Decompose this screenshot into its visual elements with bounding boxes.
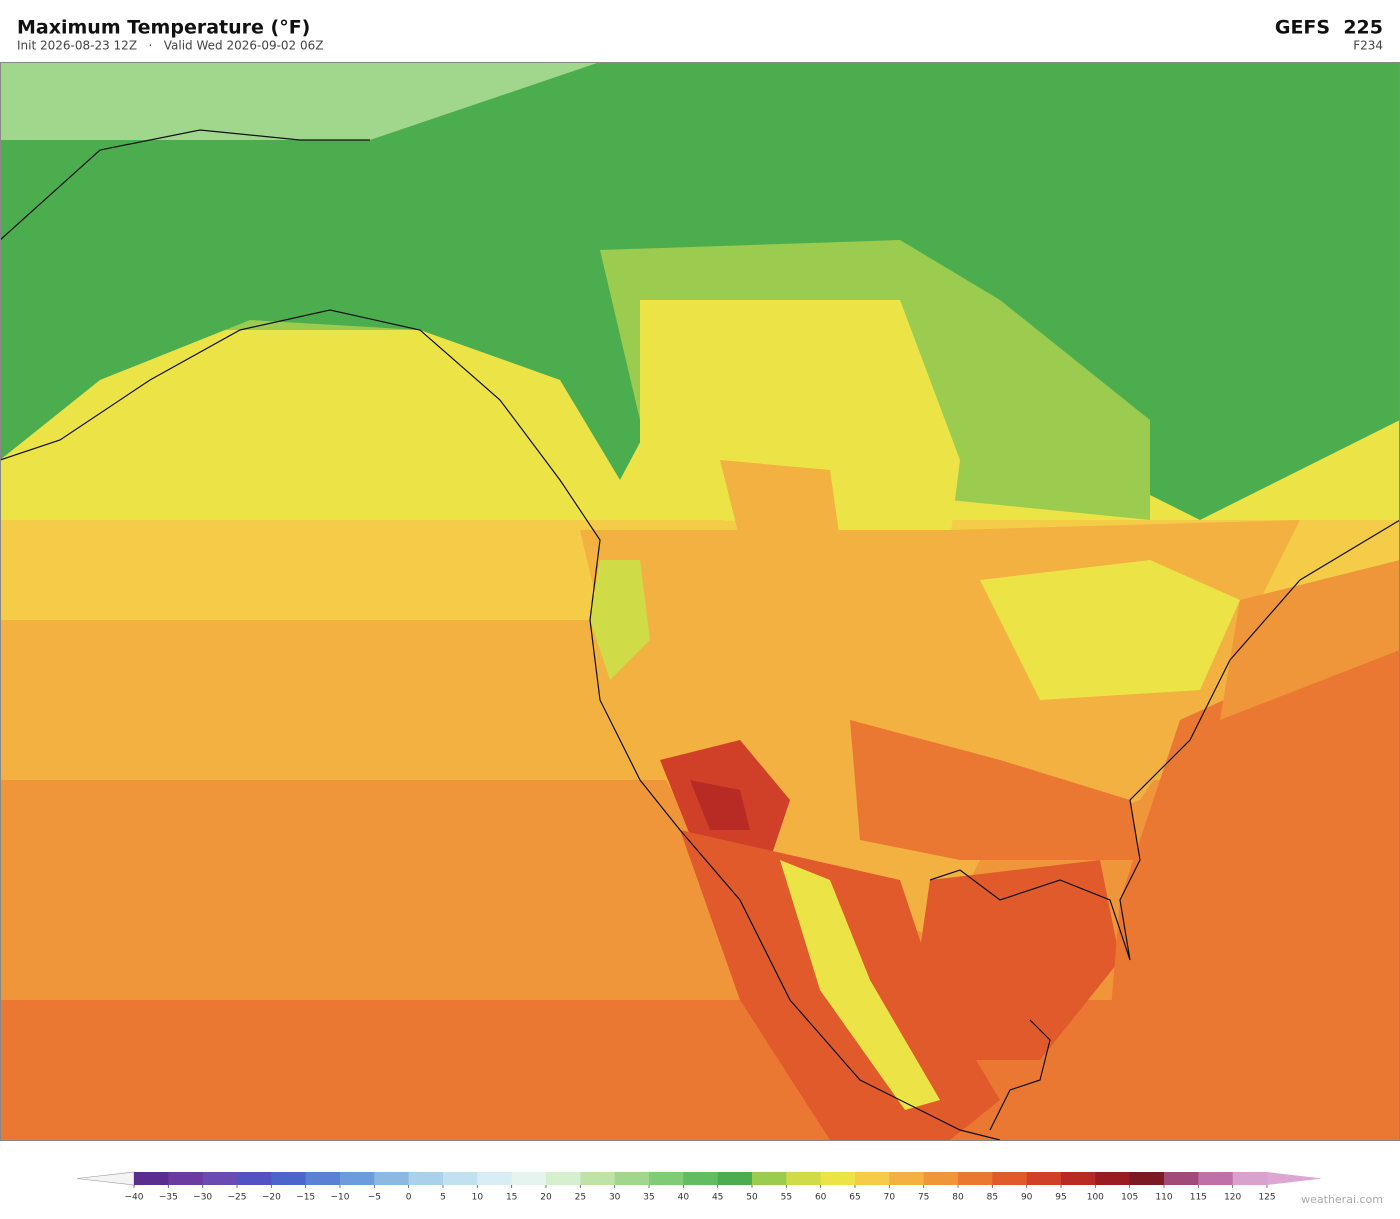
colorbar-segment: [546, 1172, 581, 1185]
colorbar-extend-high: [1267, 1172, 1322, 1185]
coastline: [929, 519, 1400, 961]
colorbar-segment: [958, 1172, 993, 1185]
title: Maximum Temperature (°F): [17, 17, 310, 39]
colorbar-tick-label: 55: [781, 1193, 792, 1203]
colorbar-tick-label: 45: [712, 1193, 723, 1203]
colorbar-tick-label: −40: [125, 1193, 144, 1203]
temperature-region: [640, 300, 960, 540]
colorbar-segment: [202, 1172, 238, 1185]
colorbar-segment: [786, 1172, 822, 1185]
colorbar-tick-label: 90: [1021, 1193, 1033, 1203]
colorbar-segment: [1095, 1172, 1131, 1185]
temperature-region: [780, 860, 940, 1110]
colorbar-tick-label: −25: [228, 1193, 247, 1203]
colorbar-segment: [992, 1172, 1028, 1185]
colorbar-segment: [1061, 1172, 1096, 1185]
colorbar-tick-label: 50: [746, 1193, 758, 1203]
colorbar-segment: [443, 1172, 478, 1185]
colorbar-tick-label: −20: [262, 1193, 281, 1203]
colorbar-segment: [614, 1172, 650, 1185]
colorbar-tick-label: −5: [368, 1193, 381, 1203]
colorbar-segment: [717, 1172, 753, 1185]
colorbar-tick-label: 10: [472, 1193, 484, 1203]
colorbar-segment: [408, 1172, 444, 1185]
colorbar-tick-label: −15: [296, 1193, 315, 1203]
coastline: [0, 129, 370, 241]
colorbar-segment: [923, 1172, 959, 1185]
colorbar-segment: [168, 1172, 204, 1185]
colorbar-segment: [649, 1172, 684, 1185]
colorbar-segment: [1129, 1172, 1165, 1185]
colorbar-tick-label: 60: [815, 1193, 827, 1203]
colorbar-tick-label: 20: [540, 1193, 552, 1203]
temperature-region: [720, 460, 840, 540]
coastline: [989, 1019, 1051, 1131]
colorbar-segment: [305, 1172, 341, 1185]
colorbar-tick-label: 100: [1087, 1193, 1104, 1203]
colorbar-segment: [889, 1172, 925, 1185]
temperature-region: [850, 720, 1140, 860]
colorbar-tick-label: 0: [406, 1193, 412, 1203]
colorbar-tick-label: 85: [987, 1193, 998, 1203]
colorbar-tick-label: 75: [918, 1193, 929, 1203]
colorbar-segment: [271, 1172, 307, 1185]
model-label: GEFS 225: [1275, 17, 1383, 39]
colorbar-segment: [374, 1172, 410, 1185]
map: [0, 62, 1400, 1141]
colorbar-segment: [683, 1172, 719, 1185]
colorbar-tick-label: 25: [575, 1193, 586, 1203]
colorbar-segment: [1026, 1172, 1062, 1185]
colorbar-tick-label: 95: [1055, 1193, 1066, 1203]
colorbar-segment: [511, 1172, 547, 1185]
subtitle: Init 2026-08-23 12Z · Valid Wed 2026-09-…: [17, 39, 324, 53]
colorbar-segment: [1164, 1172, 1199, 1185]
colorbar-segment: [1198, 1172, 1234, 1185]
colorbar-segment: [477, 1172, 513, 1185]
colorbar-tick-label: 65: [849, 1193, 860, 1203]
colorbar-tick-label: 110: [1155, 1193, 1172, 1203]
colorbar-segment: [340, 1172, 375, 1185]
colorbar: −40 −35 −30 −25 −20 −15 −10 −5 0 5 10 15 20 25 30 35 40 4…: [76, 1171, 1322, 1203]
colorbar-segment: [237, 1172, 272, 1185]
colorbar-tick-label: 40: [678, 1193, 690, 1203]
colorbar-tick-label: 70: [884, 1193, 896, 1203]
coastline: [0, 309, 1001, 1141]
colorbar-tick-label: −30: [193, 1193, 212, 1203]
temperature-region: [1220, 560, 1400, 720]
temperature-region: [1100, 620, 1400, 1140]
colorbar-tick-label: 105: [1121, 1193, 1138, 1203]
temperature-region: [690, 780, 750, 830]
colorbar-tick-label: −10: [331, 1193, 350, 1203]
colorbar-tick-label: 35: [643, 1193, 654, 1203]
colorbar-tick-label: 115: [1190, 1193, 1207, 1203]
colorbar-segment: [134, 1172, 169, 1185]
colorbar-tick-label: 120: [1224, 1193, 1241, 1203]
colorbar-segment: [1232, 1172, 1268, 1185]
temperature-region: [920, 860, 1120, 1060]
colorbar-segment: [752, 1172, 787, 1185]
temperature-region: [590, 560, 650, 680]
colorbar-segment: [820, 1172, 856, 1185]
colorbar-tick-label: 30: [609, 1193, 621, 1203]
forecast-hour: F234: [1353, 39, 1383, 53]
colorbar-tick-label: −35: [159, 1193, 178, 1203]
temperature-region: [980, 560, 1240, 700]
colorbar-tick-label: 15: [506, 1193, 517, 1203]
colorbar-segment: [855, 1172, 890, 1185]
colorbar-segment: [580, 1172, 616, 1185]
colorbar-tick-label: 80: [952, 1193, 964, 1203]
credit: weatherai.com: [1301, 1193, 1383, 1206]
colorbar-tick-label: 125: [1258, 1193, 1275, 1203]
colorbar-tick-label: 5: [440, 1193, 446, 1203]
